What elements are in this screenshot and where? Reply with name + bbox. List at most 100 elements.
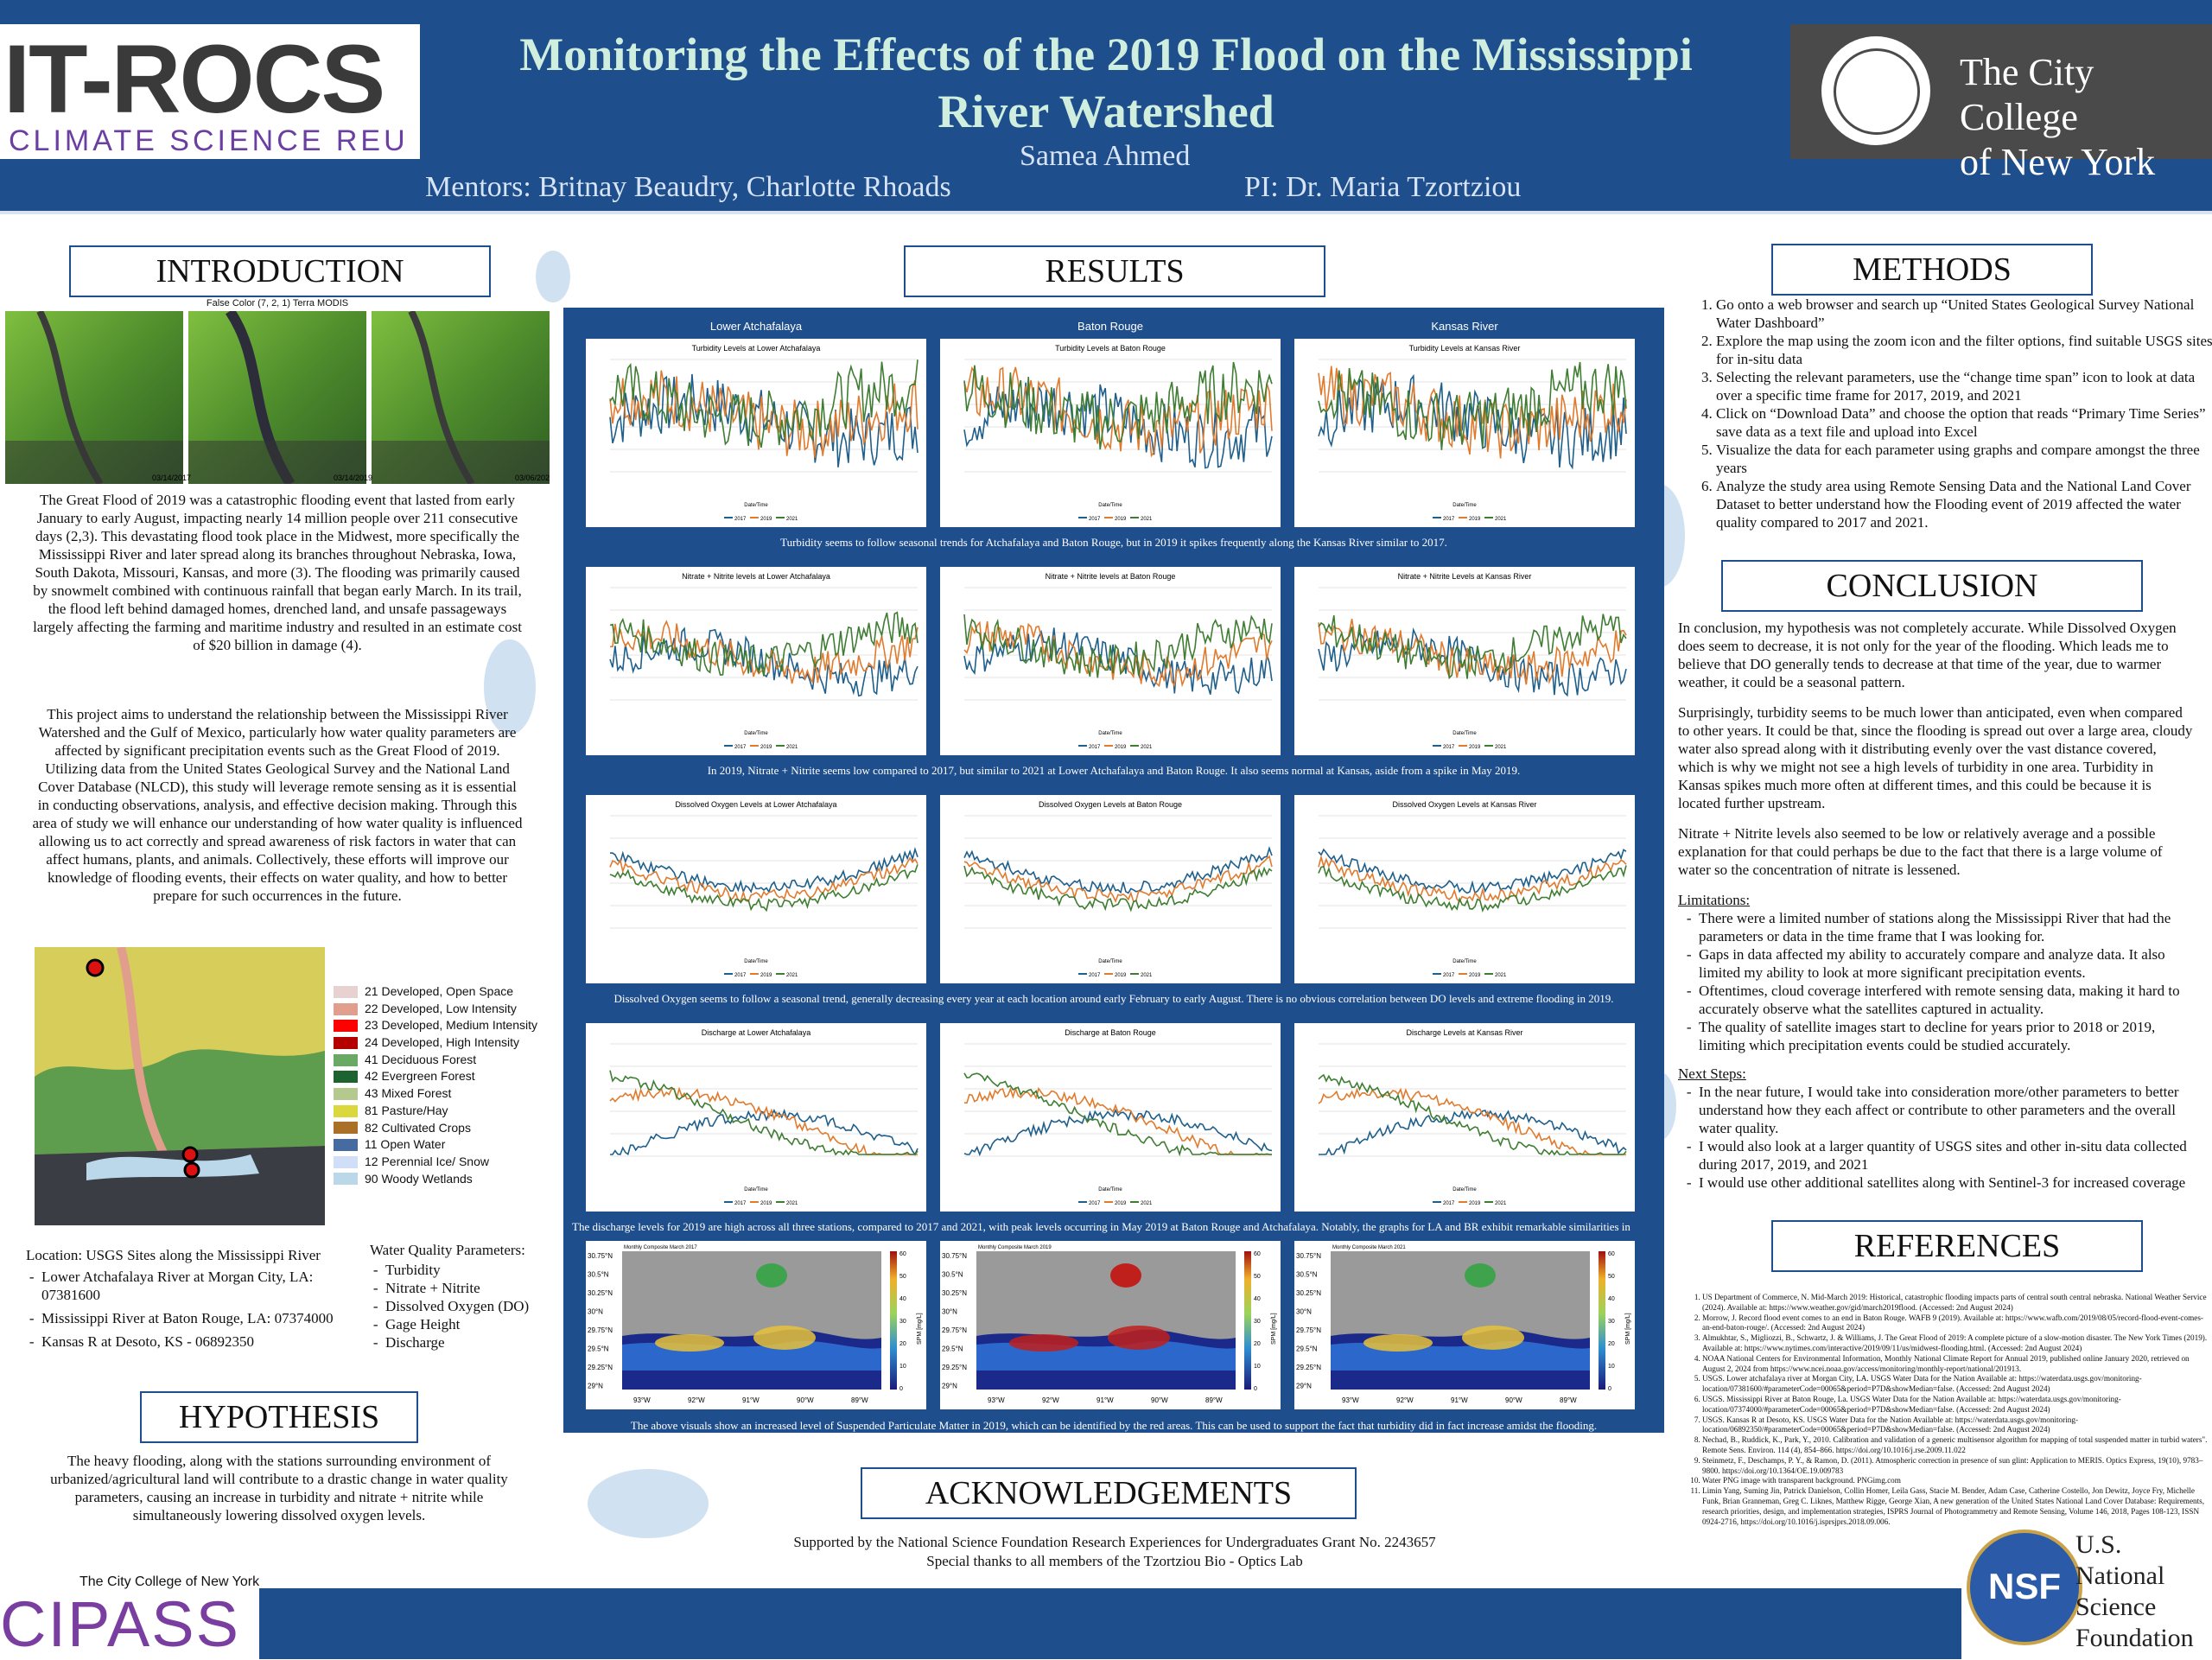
lon-tick: 89°W [1205, 1396, 1223, 1404]
next-step-item: I would also look at a larger quantity o… [1699, 1137, 2195, 1173]
lon-tick: 92°W [1396, 1396, 1414, 1404]
column-title: Baton Rouge [940, 320, 1281, 333]
time-series-chart: Nitrate + Nitrite Levels at Kansas River… [1294, 567, 1635, 755]
legend-label: 81 Pasture/Hay [365, 1103, 448, 1120]
next-step-item: In the near future, I would take into co… [1699, 1083, 2195, 1137]
results-caption-discharge: The discharge levels for 2019 are high a… [572, 1220, 1656, 1234]
legend-label: 2019 [760, 745, 772, 750]
x-axis-label: Date/Time [744, 959, 768, 964]
water-splash-icon [588, 1469, 709, 1538]
colorbar-tick: 30 [899, 1319, 906, 1325]
time-series-chart: Dissolved Oxygen Levels at Lower Atchafa… [586, 795, 926, 983]
time-series-chart: Turbidity Levels at Kansas River Date/Tim… [1294, 339, 1635, 527]
limitations-title: Limitations: [1678, 891, 2195, 909]
it-rocs-logo: IT-ROCS CLIMATE SCIENCE REU [0, 24, 420, 159]
legend-label: 2021 [1141, 745, 1153, 750]
colorbar-tick: 60 [1608, 1251, 1615, 1257]
colorbar-tick: 60 [1254, 1251, 1261, 1257]
colorbar-tick: 50 [1608, 1274, 1615, 1280]
lat-tick: 29.75°N [942, 1326, 967, 1334]
legend-swatch [334, 1020, 358, 1032]
next-steps-list: In the near future, I would take into co… [1678, 1083, 2195, 1192]
location-item: Kansas R at Desoto, KS - 06892350 [41, 1332, 363, 1351]
colorbar-tick: 20 [1254, 1341, 1261, 1347]
lat-tick: 29.5°N [1296, 1345, 1318, 1353]
satellite-image-strip: 03/14/2017 03/14/2019 03/06/2021 [5, 311, 550, 484]
legend-label: 2019 [1469, 745, 1481, 750]
time-series-chart: Dissolved Oxygen Levels at Kansas River D… [1294, 795, 1635, 983]
logo-subtext: CLIMATE SCIENCE REU [9, 124, 409, 158]
legend-row: 43 Mixed Forest [334, 1085, 537, 1103]
reference-item: Nechad, B., Ruddick, K., Park, Y., 2010.… [1702, 1435, 2210, 1456]
lat-tick: 30°N [588, 1308, 603, 1316]
legend-swatch [334, 1122, 358, 1134]
results-caption-nitrate: In 2019, Nitrate + Nitrite seems low com… [563, 764, 1664, 778]
nsf-line-1: U.S. National [2075, 1530, 2212, 1592]
chart-title: Discharge Levels at Kansas River [1406, 1028, 1522, 1037]
series-line-2021 [610, 359, 918, 448]
chart-title: Dissolved Oxygen Levels at Baton Rouge [1039, 800, 1182, 809]
ccny-logo: The City College of New York [1790, 24, 2212, 159]
chart-title: Dissolved Oxygen Levels at Lower Atchafa… [675, 800, 836, 809]
reference-item: USGS. Mississippi River at Baton Rouge, … [1702, 1395, 2210, 1415]
time-series-chart: Discharge at Lower Atchafalaya Date/Time 2… [586, 1023, 926, 1212]
x-axis-label: Date/Time [744, 731, 768, 736]
param-item: Nitrate + Nitrite [385, 1279, 560, 1297]
land-cover-legend: 21 Developed, Open Space 22 Developed, Lo… [334, 983, 537, 1187]
spm-title: Monthly Composite March 2021 [1332, 1245, 1406, 1250]
legend-row: 11 Open Water [334, 1136, 537, 1154]
conclusion-heading: CONCLUSION [1721, 560, 2143, 612]
usgs-site-marker-icon [183, 1148, 197, 1161]
param-item: Gage Height [385, 1315, 560, 1333]
limitations-list: There were a limited number of stations … [1678, 909, 2195, 1054]
header-divider [0, 211, 2212, 214]
mentors: Mentors: Britnay Beaudry, Charlotte Rhoa… [425, 171, 951, 204]
sat-date-2: 03/14/2019 [334, 474, 372, 482]
lon-tick: 91°W [1451, 1396, 1468, 1404]
legend-label: 2019 [1115, 973, 1127, 978]
legend-label: 2021 [1141, 973, 1153, 978]
colorbar-label: SPM [mg/L] [1271, 1313, 1277, 1345]
legend-label: 43 Mixed Forest [365, 1085, 451, 1103]
legend-label: 41 Deciduous Forest [365, 1052, 476, 1069]
nsf-seal-icon: NSF [1967, 1530, 2082, 1645]
references-list: US Department of Commerce, N. Mid-March … [1688, 1293, 2210, 1527]
x-axis-label: Date/Time [744, 503, 768, 508]
colorbar-tick: 30 [1254, 1319, 1261, 1325]
legend-label: 2021 [1495, 745, 1507, 750]
spm-title: Monthly Composite March 2019 [978, 1245, 1052, 1250]
lat-tick: 29.75°N [1296, 1326, 1321, 1334]
usgs-site-marker-icon [87, 960, 103, 976]
legend-label: 2017 [1089, 1201, 1101, 1206]
chart-title: Turbidity Levels at Lower Atchafalaya [692, 344, 821, 353]
principal-investigator: PI: Dr. Maria Tzortziou [1244, 171, 1521, 204]
legend-swatch [334, 1105, 358, 1117]
poster-footer [0, 1588, 2212, 1659]
legend-label: 2021 [1495, 517, 1507, 522]
lat-tick: 30.25°N [942, 1289, 967, 1297]
colorbar-tick: 10 [899, 1364, 906, 1370]
legend-label: 2019 [1469, 517, 1481, 522]
method-step: Visualize the data for each parameter us… [1716, 441, 2212, 477]
methods-heading: METHODS [1771, 244, 2093, 296]
legend-swatch [334, 1003, 358, 1015]
title-line-1: Monitoring the Effects of the 2019 Flood… [467, 26, 1745, 83]
lon-tick: 89°W [1560, 1396, 1577, 1404]
conclusion-body: In conclusion, my hypothesis was not com… [1678, 619, 2195, 1202]
location-item: Lower Atchafalaya River at Morgan City, … [41, 1268, 363, 1304]
introduction-heading: INTRODUCTION [69, 245, 491, 297]
ccny-seal-icon [1821, 36, 1930, 145]
legend-label: 21 Developed, Open Space [365, 983, 513, 1001]
colorbar-tick: 40 [1254, 1296, 1261, 1302]
legend-swatch [334, 1156, 358, 1168]
legend-label: 2019 [760, 973, 772, 978]
reference-item: NOAA National Centers for Environmental … [1702, 1354, 2210, 1375]
results-panel: Lower Atchafalaya Baton Rouge Kansas Riv… [563, 308, 1664, 1433]
series-line-2017 [964, 849, 1272, 894]
series-line-2017 [964, 627, 1272, 694]
legend-label: 90 Woody Wetlands [365, 1171, 473, 1188]
sat-date-3: 03/06/2021 [515, 474, 550, 482]
x-axis-label: Date/Time [1098, 959, 1122, 964]
legend-swatch [334, 1037, 358, 1049]
results-caption-oxygen: Dissolved Oxygen seems to follow a seaso… [563, 992, 1664, 1006]
